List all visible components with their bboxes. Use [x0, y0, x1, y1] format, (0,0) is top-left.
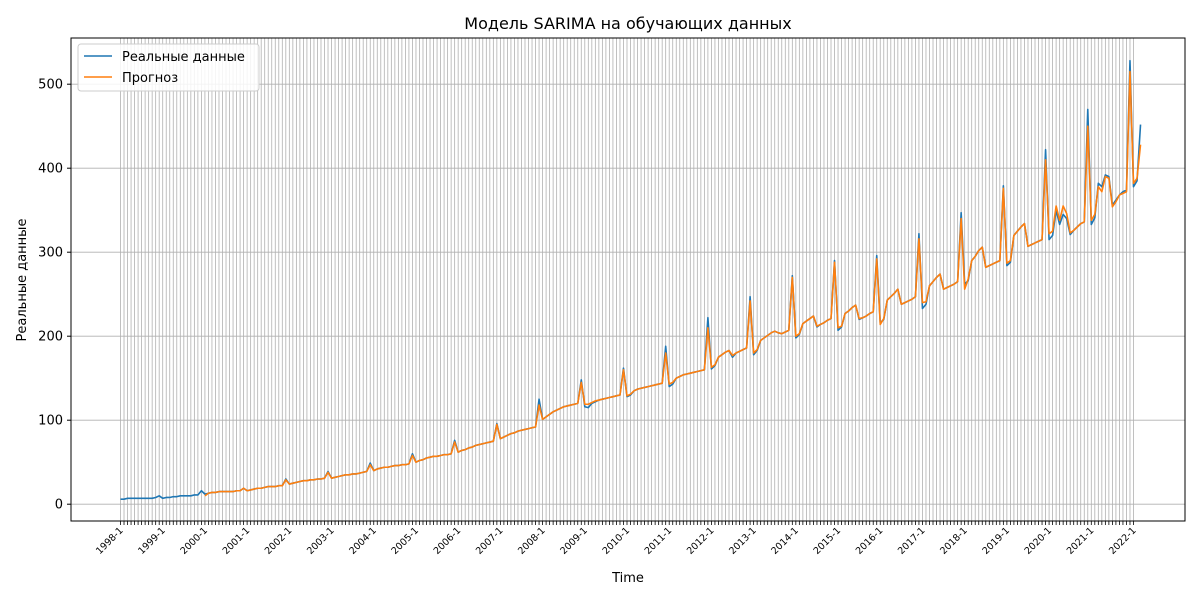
grid-layer [71, 38, 1185, 521]
legend: Реальные данные Прогноз [77, 43, 260, 92]
plot-frame [70, 37, 1186, 522]
series-layer [120, 59, 1142, 500]
legend-label-real: Реальные данные [122, 50, 245, 65]
y-tick-label: 400 [38, 162, 63, 177]
y-tick-label: 200 [38, 330, 63, 345]
x-axis-label: Time [611, 571, 644, 586]
chart-title: Модель SARIMA на обучающих данных [464, 14, 791, 33]
y-tick-label: 300 [38, 246, 63, 261]
y-tick-label: 100 [38, 414, 63, 429]
legend-box [77, 43, 260, 92]
y-tick-label: 500 [38, 78, 63, 93]
y-axis-label: Реальные данные [15, 219, 30, 342]
series-line-forecast [204, 70, 1142, 497]
y-tick-label: 0 [55, 498, 63, 513]
legend-label-forecast: Прогноз [122, 71, 178, 86]
y-axis-ticks: 0 100 200 300 400 500 [38, 78, 71, 513]
